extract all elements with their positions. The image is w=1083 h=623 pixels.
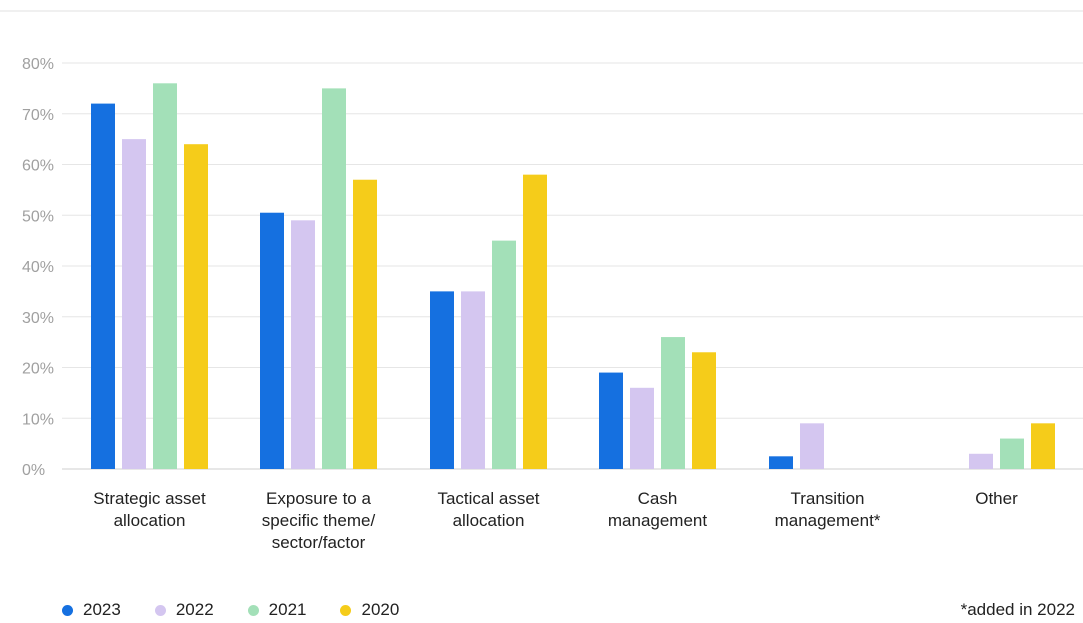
bar-2021 bbox=[322, 88, 346, 469]
y-tick-label: 60% bbox=[22, 158, 54, 175]
bar-2020 bbox=[523, 174, 547, 469]
bar-2021 bbox=[492, 240, 516, 469]
legend-label: 2022 bbox=[175, 600, 214, 619]
footnote: *added in 2022 bbox=[960, 600, 1075, 619]
legend-item-2023: 2023 bbox=[62, 600, 121, 620]
legend-marker bbox=[62, 604, 73, 616]
legend-item-2021: 2021 bbox=[247, 600, 307, 620]
legend-label: 2020 bbox=[361, 600, 400, 619]
bar-2022 bbox=[800, 423, 824, 469]
legend-item-2022: 2022 bbox=[154, 600, 214, 620]
bar-2023 bbox=[260, 212, 284, 469]
bar-2023 bbox=[599, 372, 623, 469]
bar-2020 bbox=[353, 179, 377, 469]
bar-2022 bbox=[969, 453, 993, 469]
legend-label: 2021 bbox=[268, 600, 307, 619]
bar-2020 bbox=[184, 144, 208, 469]
bar-2023 bbox=[769, 456, 793, 469]
y-tick-label: 70% bbox=[22, 107, 54, 124]
bar-2023 bbox=[91, 103, 115, 469]
legend-marker bbox=[340, 604, 352, 616]
legend: 2023 2022 2021 2020 bbox=[62, 600, 399, 620]
bar-2022 bbox=[630, 387, 654, 469]
bar-2022 bbox=[291, 220, 315, 469]
y-tick-label: 50% bbox=[22, 208, 54, 225]
x-category-label: Strategic asset allocation bbox=[93, 489, 206, 530]
bar-2022 bbox=[461, 291, 485, 469]
legend-item-2020: 2020 bbox=[340, 600, 399, 620]
legend-label: 2023 bbox=[83, 600, 121, 619]
x-category-label: Tactical asset allocation bbox=[437, 489, 539, 530]
y-tick-label: 40% bbox=[22, 259, 54, 276]
bar-2023 bbox=[430, 291, 454, 469]
x-category-label: Transition management* bbox=[775, 489, 881, 530]
bar-2020 bbox=[1031, 423, 1055, 469]
x-category-label: Cash management bbox=[608, 489, 708, 530]
bar-chart: 0% 10% 20% 30% 40% 50% 60% 70% 80% Strategic asse… bbox=[0, 10, 1083, 552]
bar-2021 bbox=[661, 337, 685, 469]
x-category-label: Exposure to a specific theme/sector/facto… bbox=[262, 489, 376, 552]
y-tick-label: 10% bbox=[22, 411, 54, 428]
y-tick-label: 30% bbox=[22, 310, 54, 327]
legend-marker bbox=[247, 604, 259, 616]
x-category-label: Other bbox=[975, 489, 1018, 508]
y-tick-label: 20% bbox=[22, 361, 54, 378]
bar-2022 bbox=[122, 139, 146, 469]
bar-2020 bbox=[692, 352, 716, 469]
bar-2021 bbox=[153, 83, 177, 470]
legend-marker bbox=[154, 604, 166, 616]
y-tick-label: 0% bbox=[22, 462, 45, 479]
bar-2021 bbox=[1000, 438, 1024, 469]
y-tick-label: 80% bbox=[22, 56, 54, 73]
